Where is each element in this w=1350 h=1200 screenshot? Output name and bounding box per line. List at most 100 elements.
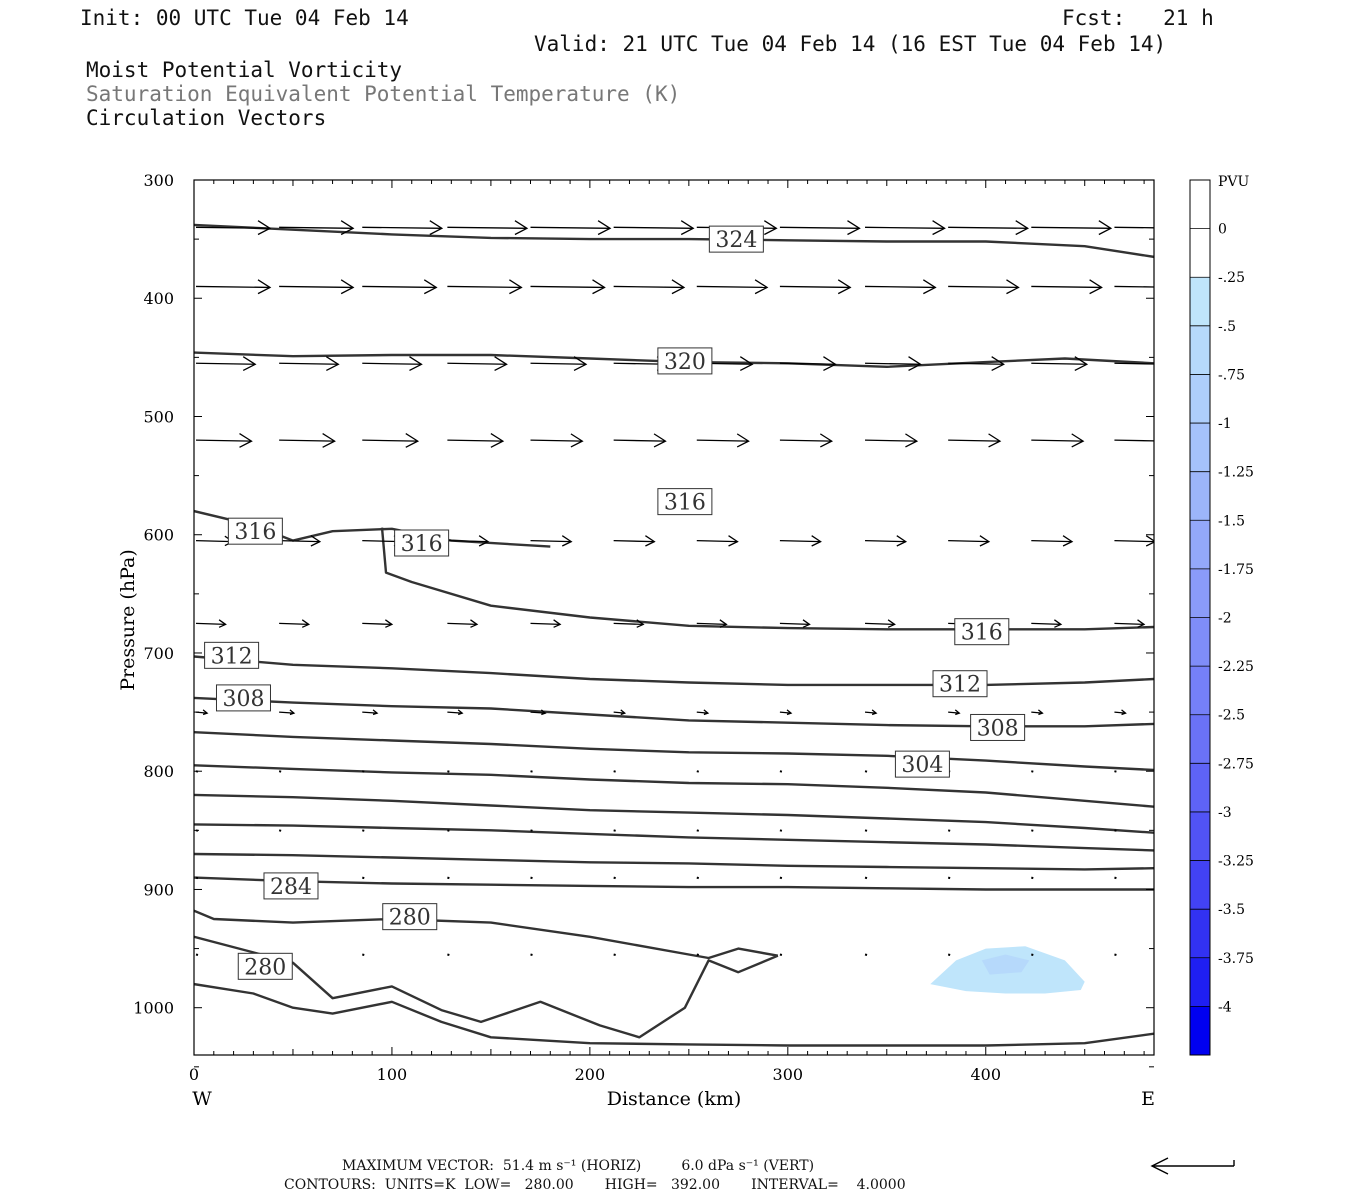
vector-shaft — [278, 829, 282, 832]
circulation-vector — [279, 709, 296, 716]
vector-shaft — [948, 439, 1000, 442]
vector-shaft — [195, 876, 199, 880]
circulation-vector — [279, 535, 322, 547]
vector-shaft — [779, 829, 783, 832]
vector-shaft — [613, 226, 694, 229]
circulation-vector — [1031, 619, 1063, 628]
colorbar-swatch — [1190, 957, 1210, 1007]
vector-shaft — [447, 953, 450, 956]
contour-label-layer: 324 320 316 316 316 316 312 312 308 308 304 284 280 2… — [204, 225, 1026, 980]
circulation-vector — [696, 953, 700, 956]
circulation-vector — [779, 876, 783, 880]
circulation-vector — [447, 535, 490, 547]
vector-shaft — [1031, 226, 1111, 229]
circulation-vector — [530, 876, 533, 880]
circulation-vector — [1114, 226, 1154, 229]
vector-head — [819, 433, 834, 448]
forecast-hour: Fcst: 21 h — [1062, 6, 1214, 30]
vector-shaft — [779, 539, 821, 543]
vector-shaft — [1031, 829, 1034, 832]
vector-head — [509, 279, 523, 295]
contour-label-box — [227, 517, 283, 545]
vector-head — [1121, 709, 1127, 716]
circulation-vector — [779, 770, 783, 773]
vector-shaft — [362, 226, 442, 229]
plot-frame — [193, 179, 1155, 1056]
vector-head — [1037, 709, 1044, 716]
contour-label-box — [394, 529, 450, 557]
vector-shaft — [696, 539, 738, 543]
vector-shaft — [779, 226, 860, 229]
circulation-vector — [1031, 709, 1044, 716]
vector-shaft — [1031, 711, 1043, 714]
vector-head — [802, 619, 811, 628]
vector-shaft — [530, 711, 546, 714]
circulation-vector — [362, 770, 365, 773]
colorbar-label: -2 — [1218, 611, 1232, 627]
y-axis-label: Pressure (hPa) — [117, 549, 139, 691]
colorbar-label: -2.75 — [1218, 756, 1254, 772]
x-axis-east-label: E — [1141, 1088, 1155, 1110]
reference-vector-arrow — [1150, 1157, 1235, 1175]
vector-shaft — [948, 285, 1019, 289]
vector-shaft — [948, 539, 989, 543]
circulation-vector — [947, 876, 951, 880]
circulation-vector — [195, 535, 235, 547]
circulation-vector — [696, 709, 710, 716]
vector-head — [896, 535, 908, 547]
circulation-vector — [696, 770, 700, 773]
vector-shaft — [279, 362, 339, 365]
circulation-vector — [279, 356, 340, 372]
vector-head — [257, 279, 272, 295]
vector-head — [922, 279, 937, 295]
vector-shaft — [864, 829, 868, 832]
circulation-vector — [865, 356, 922, 372]
contour-label-box — [954, 618, 1010, 646]
vector-shaft — [195, 226, 271, 229]
circulation-vector — [1031, 876, 1034, 880]
vector-head — [905, 433, 919, 448]
circulation-vector — [779, 829, 783, 832]
x-tick-label: 0 — [189, 1065, 199, 1084]
theta-es-contour — [194, 852, 1154, 871]
colorbar-label: -1.5 — [1218, 513, 1245, 529]
vector-head — [847, 220, 861, 236]
circulation-vector — [278, 770, 282, 773]
vector-layer — [195, 220, 1185, 956]
vector-head — [1173, 280, 1185, 294]
contour-label: 312 — [204, 641, 260, 669]
theta-es-contour — [194, 876, 1154, 891]
vector-shaft — [195, 622, 226, 626]
vector-head — [409, 356, 423, 372]
max-vector-note: MAXIMUM VECTOR: 51.4 m s⁻¹ (HORIZ) 6.0 d… — [342, 1158, 815, 1174]
colorbar-swatch — [1190, 811, 1210, 862]
vector-head — [301, 619, 311, 628]
vector-head — [561, 535, 573, 547]
colorbar-swatch — [1190, 860, 1210, 910]
colorbar-label: -1.75 — [1218, 562, 1254, 578]
circulation-vector — [696, 619, 728, 628]
vector-head — [340, 220, 355, 236]
circulation-vector — [447, 709, 464, 716]
vector-shaft — [447, 876, 450, 880]
circulation-vector — [362, 220, 444, 236]
y-tick-label: 300 — [143, 171, 174, 190]
colorbar-swatch — [1190, 1006, 1210, 1056]
vector-head — [457, 709, 464, 716]
vector-shaft — [278, 770, 282, 773]
circulation-vector — [948, 535, 991, 547]
vector-head — [325, 356, 340, 372]
vector-shaft — [613, 622, 644, 626]
contour-label: 316 — [657, 488, 713, 516]
x-axis-label: Distance (km) — [607, 1088, 742, 1110]
vector-head — [871, 709, 878, 716]
vector-shaft — [696, 953, 700, 956]
circulation-vector — [447, 953, 450, 956]
vector-shaft — [447, 539, 489, 543]
vector-shaft — [1114, 953, 1117, 956]
vector-shaft — [530, 829, 533, 832]
vector-head — [372, 709, 379, 716]
vector-shaft — [696, 829, 700, 832]
vector-shaft — [1031, 539, 1073, 543]
vector-head — [592, 279, 606, 295]
